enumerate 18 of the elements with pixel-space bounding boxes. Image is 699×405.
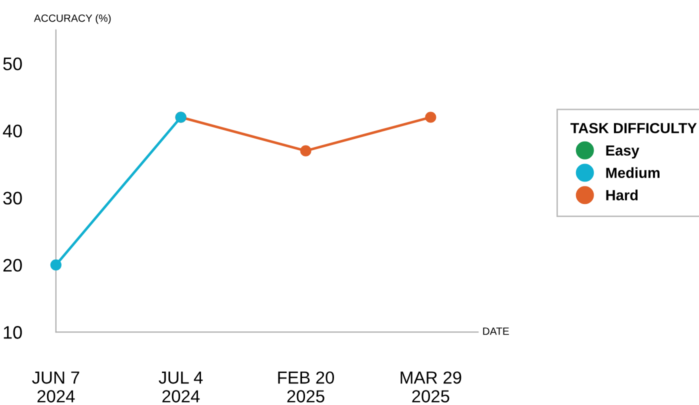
y-tick-label: 10 — [4, 326, 22, 339]
x-tick-label: FEB 20 2025 — [278, 371, 334, 402]
y-axis-title: ACCURACY (%) — [34, 14, 111, 24]
y-tick-label: 20 — [3, 258, 22, 272]
x-axis-title: DATE — [483, 328, 509, 335]
x-tick-label: JUL 4 2024 — [158, 372, 203, 402]
point — [425, 112, 436, 123]
point — [300, 145, 312, 156]
point — [50, 259, 62, 271]
x-tick-label: JUN 7 2024 — [32, 372, 80, 402]
y-tick-label: 50 — [3, 57, 22, 70]
y-tick-label: 40 — [2, 124, 22, 138]
legend-label: Easy — [606, 145, 640, 159]
legend-label: Hard — [606, 190, 638, 200]
legend-label: Medium — [606, 167, 660, 178]
x-tick-label: MAR 29 2025 — [400, 371, 462, 402]
legend-title: TASK DIFFICULTY — [570, 122, 697, 134]
y-tick-label: 30 — [3, 192, 22, 205]
